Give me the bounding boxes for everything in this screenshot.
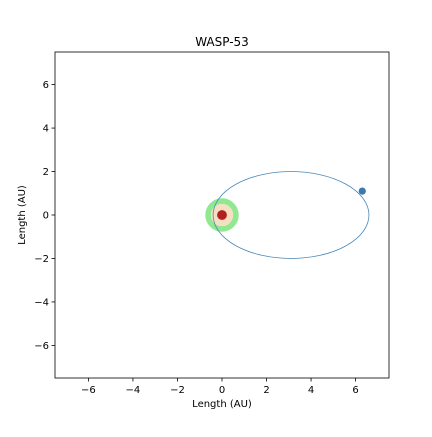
y-tick-label: 0 <box>43 211 49 222</box>
y-tick-label: 6 <box>43 80 49 91</box>
star-core <box>217 210 227 220</box>
x-tick-label: 2 <box>263 385 269 396</box>
x-axis-label: Length (AU) <box>192 399 252 410</box>
y-axis-label: Length (AU) <box>17 185 28 245</box>
x-tick-label: −4 <box>126 385 141 396</box>
y-tick-label: −6 <box>34 341 49 352</box>
planet-orbit <box>212 171 370 259</box>
y-tick-label: −4 <box>34 297 49 308</box>
y-tick-label: 4 <box>43 124 49 135</box>
x-tick-label: 4 <box>308 385 314 396</box>
x-axis: −6 −4 −2 0 2 4 6 <box>81 378 359 396</box>
y-tick-label: −2 <box>34 254 49 265</box>
x-tick-label: 0 <box>219 385 225 396</box>
plot-area <box>205 171 370 259</box>
planet-marker <box>358 187 366 195</box>
habitable-zone-ring <box>205 198 239 232</box>
x-tick-label: −6 <box>81 385 96 396</box>
x-tick-label: 6 <box>352 385 358 396</box>
y-tick-label: 2 <box>43 167 49 178</box>
chart-title: WASP-53 <box>195 35 249 49</box>
y-axis: −6 −4 −2 0 2 4 6 <box>34 80 55 352</box>
x-tick-label: −2 <box>170 385 185 396</box>
